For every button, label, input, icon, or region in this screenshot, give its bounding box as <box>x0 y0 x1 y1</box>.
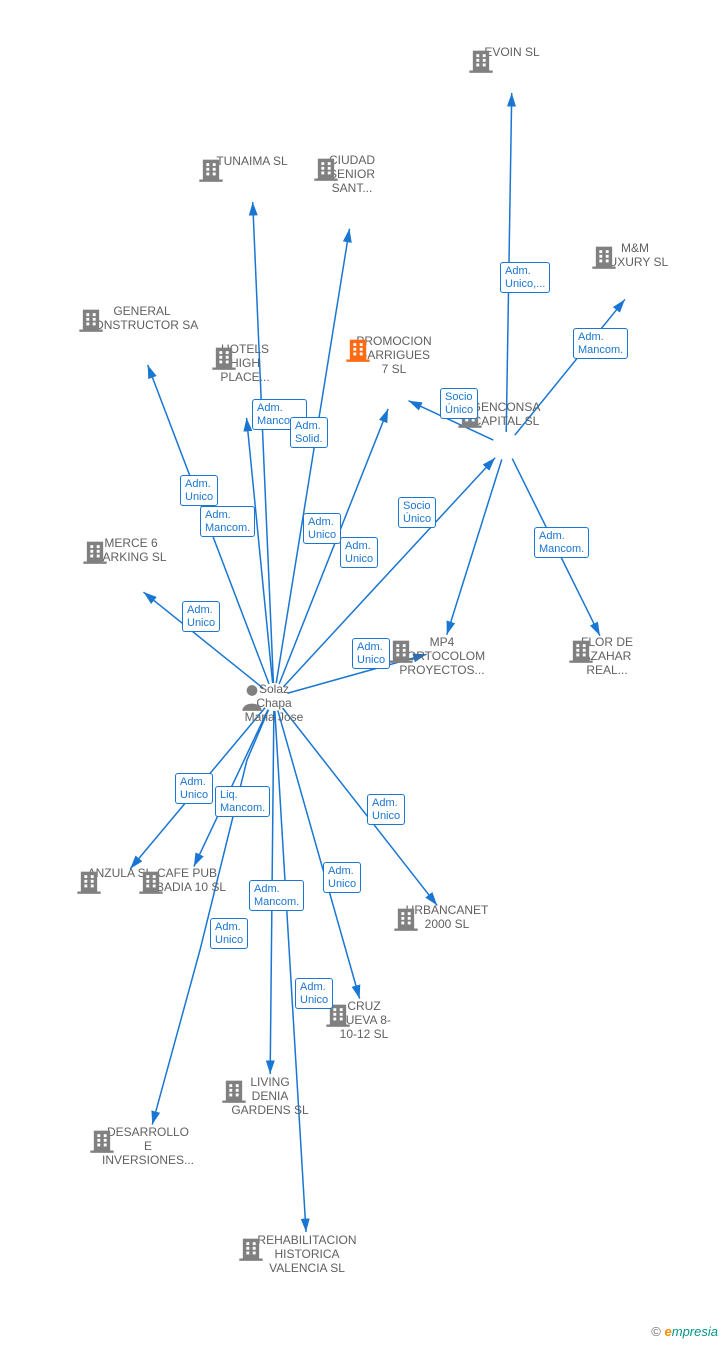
edge-label: Adm. Mancom. <box>573 328 628 359</box>
company-node[interactable]: LIVINGDENIAGARDENS SL <box>220 1076 320 1117</box>
edge-label: Adm. Unico <box>175 773 213 804</box>
building-icon <box>88 1126 116 1154</box>
company-node[interactable]: URBANCANET2000 SL <box>392 904 502 932</box>
person-icon <box>239 683 265 713</box>
company-node[interactable]: GENERALCONSTRUCTOR SA <box>77 305 207 333</box>
edge-label: Adm. Unico <box>340 537 378 568</box>
edge <box>276 229 349 683</box>
building-icon <box>387 636 415 664</box>
edge-label: Liq. Mancom. <box>215 786 270 817</box>
building-icon <box>137 867 165 895</box>
company-node[interactable]: HOTELSHIGHPLACE... <box>210 343 280 384</box>
company-node[interactable]: EVOIN SL <box>467 46 557 60</box>
building-icon <box>75 867 103 895</box>
edge-label: Socio Único <box>398 497 436 528</box>
company-node[interactable]: PROMOCIONGARRIGUES7 SL <box>344 335 444 376</box>
copyright-symbol: © <box>651 1324 661 1339</box>
building-icon <box>590 242 618 270</box>
company-node[interactable]: MERCE 6PARKING SL <box>81 537 181 565</box>
edge-label: Adm. Unico,... <box>500 262 550 293</box>
company-node[interactable]: MP4PORTOCOLOMPROYECTOS... <box>387 636 497 677</box>
edge-label: Adm. Solid. <box>290 417 328 448</box>
edge-label: Adm. Unico <box>210 918 248 949</box>
edge <box>275 711 306 1232</box>
edge-label: Adm. Unico <box>180 475 218 506</box>
edge <box>253 202 274 683</box>
edge-label: Adm. Unico <box>295 978 333 1009</box>
edge <box>447 459 502 634</box>
brand-initial: e <box>665 1324 672 1339</box>
building-icon <box>567 636 595 664</box>
edge-label: Socio Único <box>440 388 478 419</box>
brand-rest: mpresia <box>672 1324 718 1339</box>
building-icon <box>197 155 225 183</box>
building-icon <box>312 154 340 182</box>
building-icon <box>344 335 372 363</box>
edge-label: Adm. Mancom. <box>249 880 304 911</box>
company-node[interactable]: REHABILITACIONHISTORICAVALENCIA SL <box>237 1234 377 1275</box>
edge-label: Adm. Mancom. <box>534 527 589 558</box>
edge-label: Adm. Unico <box>352 638 390 669</box>
building-icon <box>220 1076 248 1104</box>
person-node[interactable]: SolazChapaMaria Jose <box>239 683 309 724</box>
edge-label: Adm. Unico <box>367 794 405 825</box>
company-node[interactable]: DESARROLLOEINVERSIONES... <box>88 1126 208 1167</box>
company-node[interactable]: M&MLUXURY SL <box>590 242 680 270</box>
company-node[interactable]: CAFE PUBABADIA 10 SL <box>137 867 237 895</box>
building-icon <box>392 904 420 932</box>
building-icon <box>237 1234 265 1262</box>
building-icon <box>467 46 495 74</box>
edge-label: Adm. Unico <box>303 513 341 544</box>
edge-label: Adm. Unico <box>323 862 361 893</box>
building-icon <box>210 343 238 371</box>
copyright: © empresia <box>651 1324 718 1339</box>
company-node[interactable]: CIUDADSENIORSANT... <box>312 154 392 195</box>
company-node[interactable]: FLOR DEAZAHARREAL... <box>567 636 647 677</box>
edge-label: Adm. Unico <box>182 601 220 632</box>
company-node[interactable]: TUNAIMA SL <box>197 155 307 169</box>
edge <box>247 418 273 683</box>
edge-label: Adm. Mancom. <box>200 506 255 537</box>
building-icon <box>81 537 109 565</box>
company-node[interactable]: CRUZNUEVA 8-10-12 SL <box>324 1000 404 1041</box>
building-icon <box>77 305 105 333</box>
